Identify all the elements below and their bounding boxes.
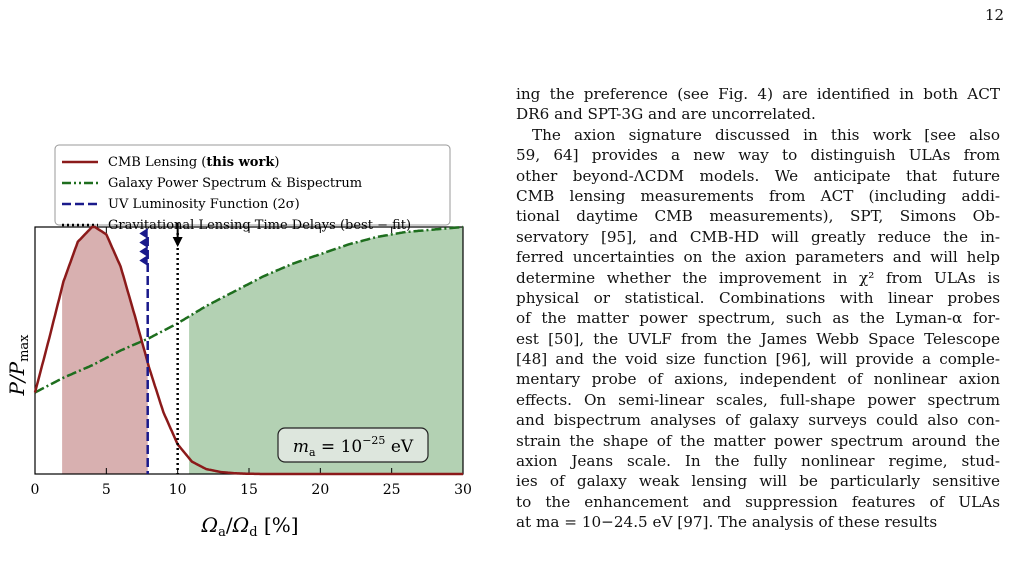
y-axis-label: P/Pmax [5, 334, 32, 397]
uvlf-limit-hatch [139, 228, 149, 266]
page-number: 12 [985, 6, 1005, 24]
text-line: to the enhancement and suppression featu… [516, 492, 1000, 511]
body-text-column: ing the preference (see Fig. 4) are iden… [516, 84, 1000, 533]
legend-entry-galaxy: Galaxy Power Spectrum & Bispectrum [108, 176, 362, 191]
text-line: strain the shape of the matter power spe… [516, 431, 1000, 450]
galaxy-series-line [34, 225, 464, 394]
text-line: ing the preference (see Fig. 4) are iden… [516, 85, 1000, 103]
text-line: other beyond-ΛCDM models. We anticipate … [516, 166, 1000, 185]
text-line: of the matter power spectrum, such as th… [516, 309, 1000, 328]
x-tick-label: 10 [169, 482, 187, 498]
x-tick-label: 15 [240, 482, 258, 498]
legend-entry-uvlf: UV Luminosity Function (2σ) [108, 197, 300, 212]
axion-fraction-figure: CMB Lensing (this work) Galaxy Power Spe… [5, 144, 472, 540]
text-line: determine whether the improvement in χ² … [516, 268, 1000, 287]
legend-entry-cmb: CMB Lensing (this work) [108, 155, 279, 170]
cmb-shaded-region [62, 227, 148, 474]
text-line: axion Jeans scale. In the fully nonlinea… [516, 452, 1000, 471]
x-tick-label: 30 [454, 482, 472, 498]
text-line: CMB lensing measurements from ACT (inclu… [516, 186, 1000, 205]
legend-box [54, 144, 451, 226]
text-line: mentary probe of axions, independent of … [516, 370, 1000, 389]
text-line: ies of galaxy weak lensing will be parti… [516, 472, 1000, 491]
legend-entry-lensing: Gravitational Lensing Time Delays (best … [108, 218, 411, 233]
mass-annotation-box [277, 427, 429, 463]
text-line: at ma = 10−24.5 eV [97]. The analysis of… [516, 513, 938, 532]
text-line: effects. On semi-linear scales, full-sha… [516, 390, 1000, 409]
x-tick-label: 25 [383, 482, 401, 498]
text-line: tional daytime CMB measurements), SPT, S… [516, 207, 1000, 226]
text-line: 59, 64] provides a new way to distinguis… [516, 146, 1000, 165]
text-line: servatory [95], and CMB-HD will greatly … [516, 227, 1000, 246]
x-tick-label: 0 [31, 482, 40, 498]
x-axis-label: Ωa/Ωd [%] [201, 513, 299, 540]
text-line: ferred uncertainties on the axion parame… [516, 248, 1000, 267]
text-line: [48] and the void size function [96], wi… [516, 350, 1000, 369]
plot-area: 0 5 10 15 20 25 30 [31, 223, 472, 498]
text-line: The axion signature discussed in this wo… [532, 125, 1000, 144]
text-line: DR6 and SPT-3G and are uncorrelated. [516, 105, 816, 124]
x-tick-label: 5 [102, 482, 111, 498]
lensing-arrow-head [172, 237, 183, 247]
text-line: physical or statistical. Combinations wi… [516, 288, 1000, 307]
x-tick-label: 20 [311, 482, 329, 498]
cmb-series-line [33, 225, 463, 476]
text-line: and bispectrum analyses of galaxy survey… [516, 411, 1000, 430]
text-line: est [50], the UVLF from the James Webb S… [516, 329, 1000, 348]
galaxy-shaded-region [189, 227, 463, 474]
